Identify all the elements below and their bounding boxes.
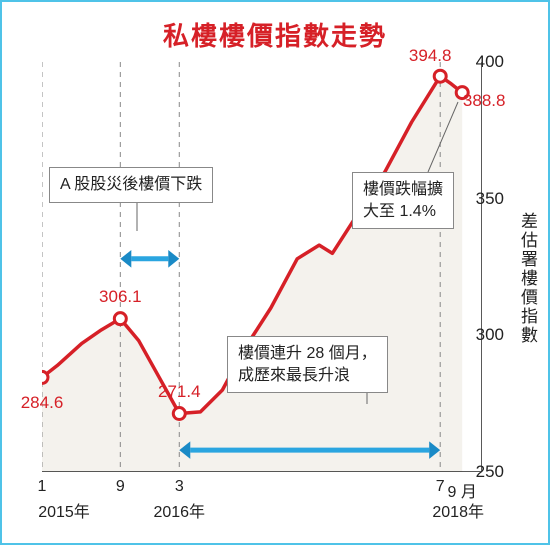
- x-year-label: 2015年: [38, 498, 90, 522]
- annotation-box: 樓價連升 28 個月，成歷來最長升浪: [227, 336, 388, 393]
- x-year-label: 2018年: [432, 498, 484, 522]
- annotation-box: A 股股災後樓價下跌: [49, 167, 213, 203]
- y-tick-label: 250: [476, 462, 504, 482]
- y-tick-label: 350: [476, 189, 504, 209]
- y-tick-label: 400: [476, 52, 504, 72]
- data-point-label: 284.6: [21, 393, 64, 413]
- data-point-label: 388.8: [463, 91, 506, 111]
- chart-container: 私樓樓價指數走勢 差估署樓價指數 250 300 350 400 1 2015年 284.6…: [0, 0, 550, 545]
- x-year-label: 2016年: [153, 498, 205, 522]
- plot-svg: [42, 62, 482, 472]
- x-tick-label: 1: [38, 478, 47, 496]
- chart-title: 私樓樓價指數走勢: [2, 16, 548, 53]
- data-point-label: 394.8: [409, 46, 452, 66]
- x-tick-label: 3: [175, 478, 184, 496]
- y-tick-label: 300: [476, 325, 504, 345]
- data-point-label: 306.1: [99, 287, 142, 307]
- y-axis-label: 差估署樓價指數: [515, 212, 540, 345]
- annotation-box: 樓價跌幅擴大至 1.4%: [352, 172, 454, 229]
- data-point-label: 271.4: [158, 382, 201, 402]
- x-tick-label: 9: [116, 478, 125, 496]
- plot-area: [42, 62, 482, 472]
- x-tick-label: 7: [436, 478, 445, 496]
